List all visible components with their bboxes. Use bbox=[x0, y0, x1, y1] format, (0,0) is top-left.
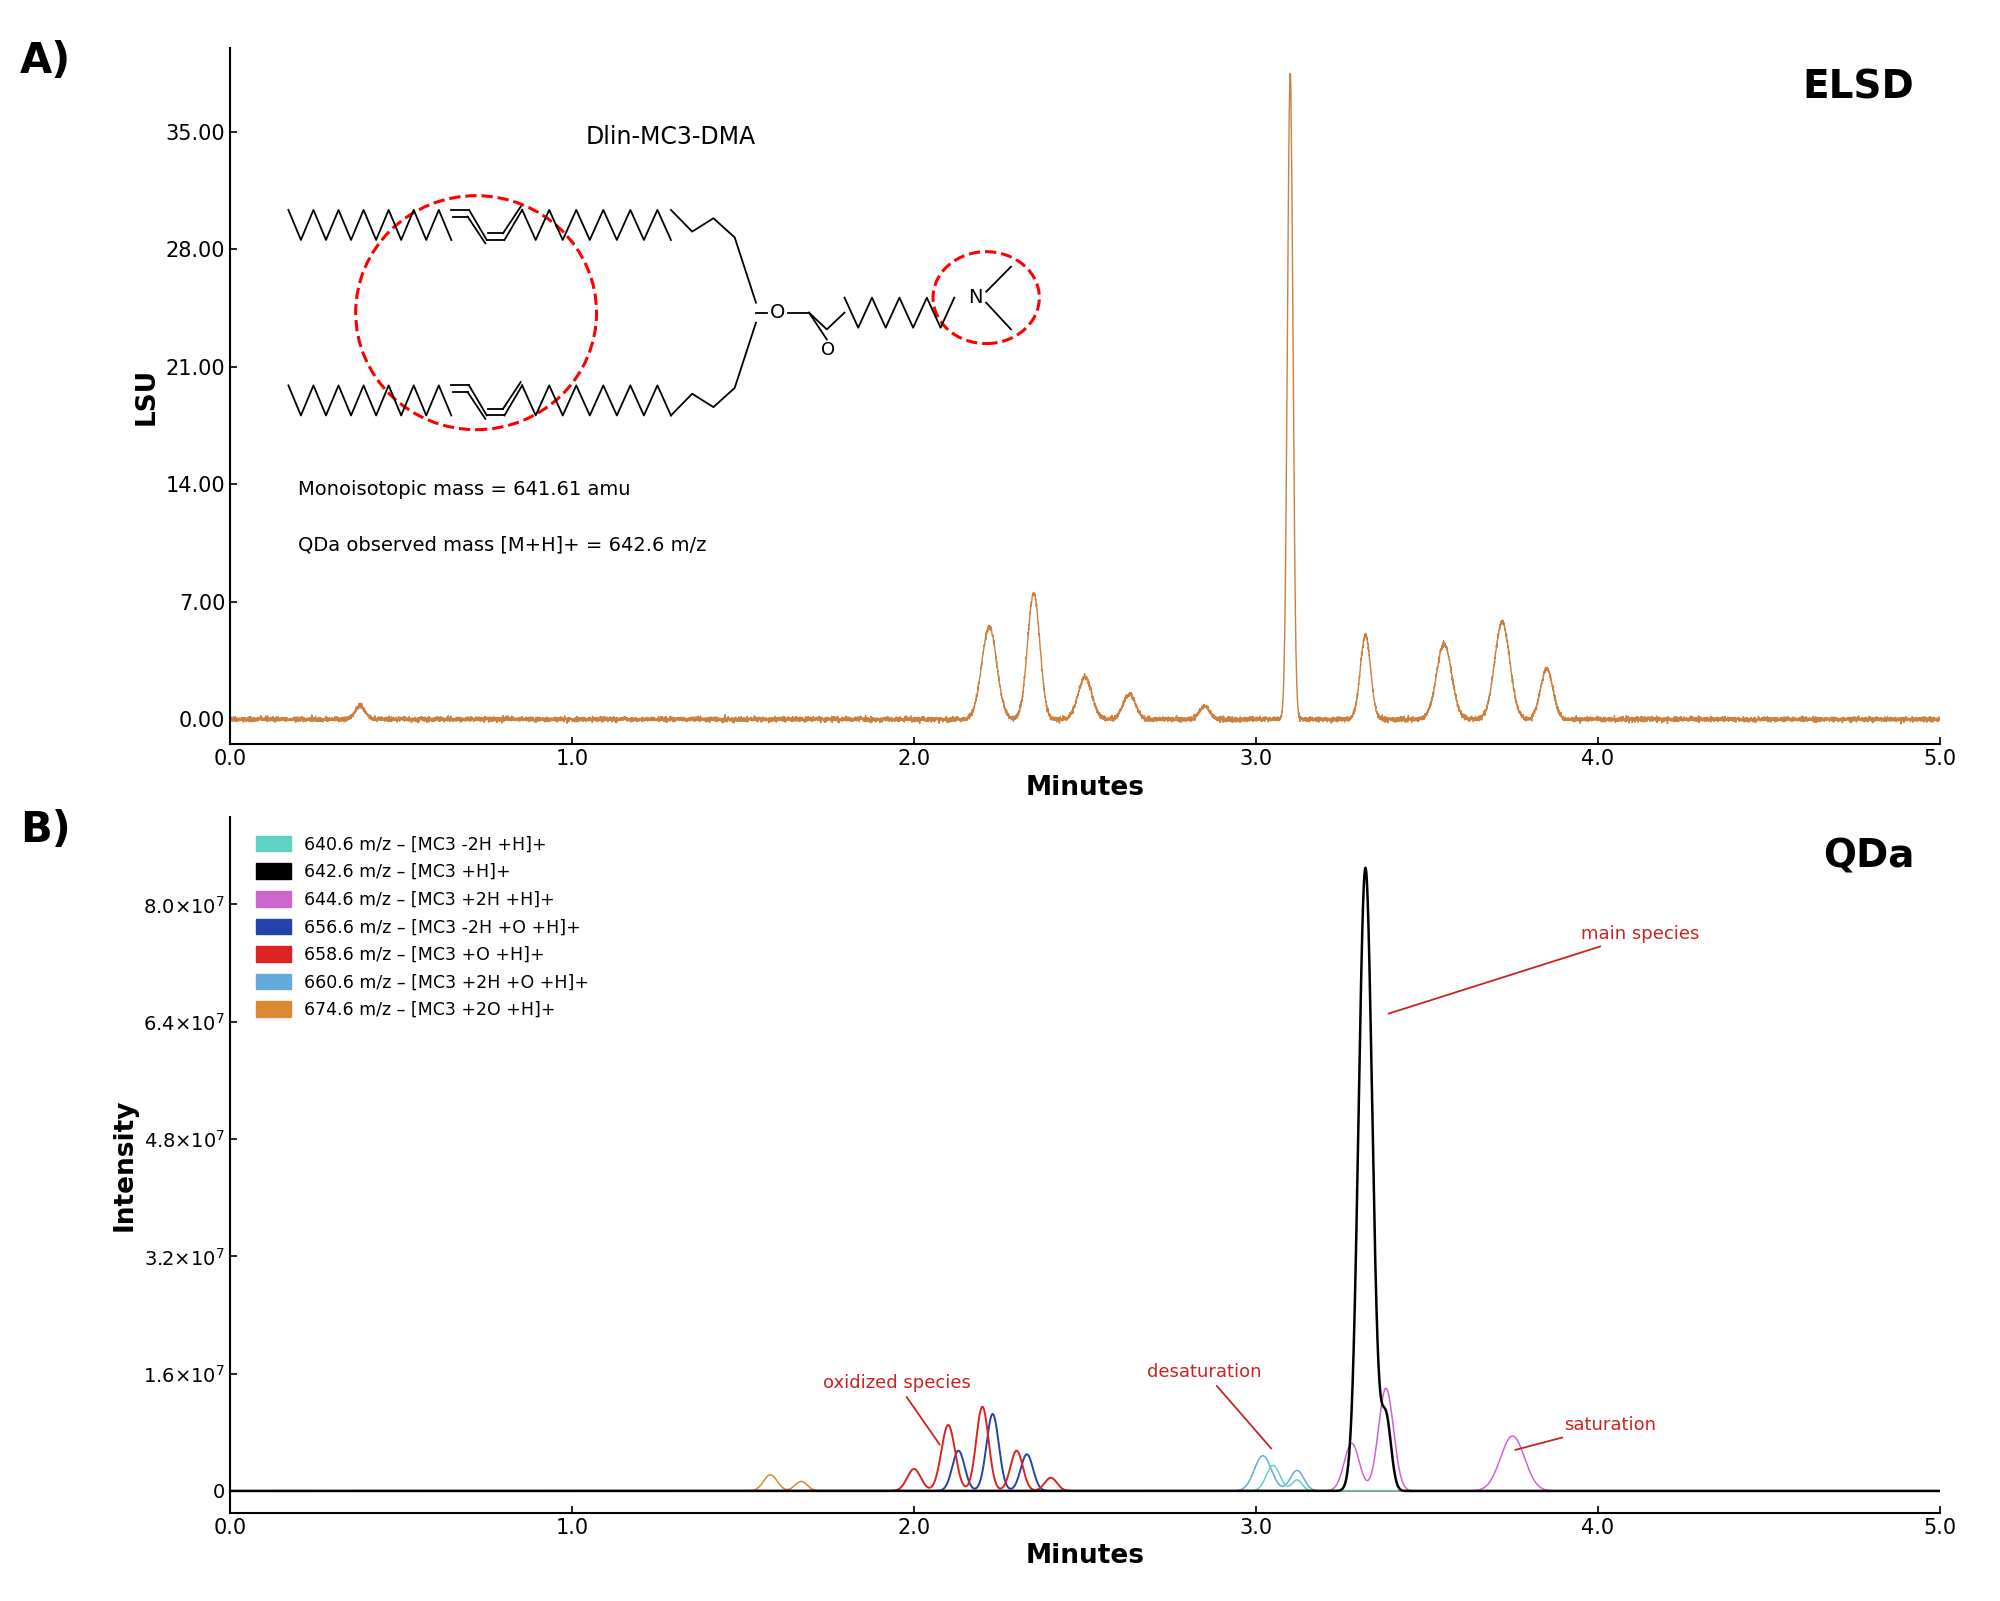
Text: QDa: QDa bbox=[1822, 837, 1914, 876]
Text: main species: main species bbox=[1388, 925, 1700, 1013]
Text: Monoisotopic mass = 641.61 amu: Monoisotopic mass = 641.61 amu bbox=[298, 480, 630, 500]
Legend: 640.6 m/z – [MC3 -2H +H]+, 642.6 m/z – [MC3 +H]+, 644.6 m/z – [MC3 +2H +H]+, 656: 640.6 m/z – [MC3 -2H +H]+, 642.6 m/z – [… bbox=[256, 836, 590, 1018]
Text: A): A) bbox=[20, 40, 72, 82]
Y-axis label: LSU: LSU bbox=[134, 368, 160, 424]
X-axis label: Minutes: Minutes bbox=[1026, 775, 1144, 800]
Y-axis label: Intensity: Intensity bbox=[112, 1098, 138, 1231]
X-axis label: Minutes: Minutes bbox=[1026, 1543, 1144, 1569]
Text: B): B) bbox=[20, 809, 70, 850]
Text: saturation: saturation bbox=[1516, 1415, 1656, 1451]
Text: oxidized species: oxidized species bbox=[822, 1374, 970, 1444]
Text: desaturation: desaturation bbox=[1148, 1362, 1272, 1449]
Text: ELSD: ELSD bbox=[1802, 69, 1914, 107]
Text: QDa observed mass [M+H]+ = 642.6 m/z: QDa observed mass [M+H]+ = 642.6 m/z bbox=[298, 535, 706, 554]
